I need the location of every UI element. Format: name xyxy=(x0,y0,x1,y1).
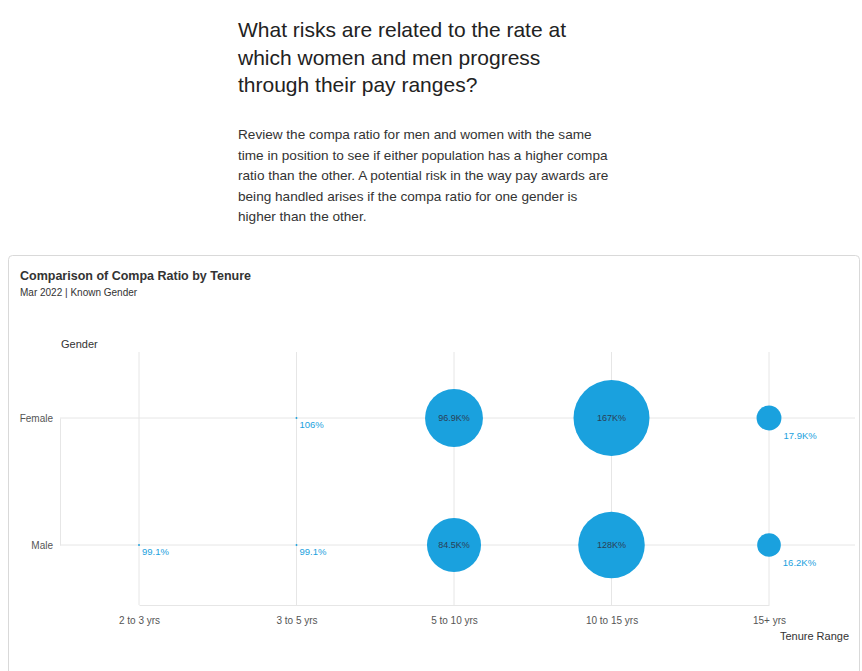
chart-subtitle: Mar 2022 | Known Gender xyxy=(20,287,138,298)
bubble xyxy=(296,417,298,419)
grid xyxy=(60,352,855,605)
x-tick: 3 to 5 yrs xyxy=(276,605,317,626)
y-axis: Female Male xyxy=(20,413,61,551)
grid-line-x xyxy=(769,352,770,605)
x-tick: 5 to 10 yrs xyxy=(431,605,478,626)
bubble xyxy=(296,544,298,546)
page: {"page": {"heading": ["What risks are re… xyxy=(0,0,862,671)
heading-line: which women and men progress xyxy=(238,44,566,72)
heading: What risks are related to the rate atwhi… xyxy=(238,16,566,99)
description-line: ratio than the other. A potential risk i… xyxy=(238,166,608,187)
x-tick-label: 5 to 10 yrs xyxy=(431,615,478,626)
chart: Comparison of Compa Ratio by Tenure Mar 2… xyxy=(0,0,862,671)
bubble xyxy=(757,406,782,431)
data-label: 99.1% xyxy=(142,546,169,557)
description-line: Review the compa ratio for men and women… xyxy=(238,125,608,146)
x-tick-label: 10 to 15 yrs xyxy=(586,615,638,626)
x-tick: 2 to 3 yrs xyxy=(119,605,160,626)
bubble xyxy=(578,512,645,579)
bubble xyxy=(138,544,140,546)
x-tick-label: 2 to 3 yrs xyxy=(119,615,160,626)
bubble xyxy=(757,533,781,557)
x-axis: 2 to 3 yrs 3 to 5 yrs 5 to 10 yrs 10 to 15 … xyxy=(119,605,786,626)
grid-line-x xyxy=(296,352,297,605)
y-tick-label: Female xyxy=(20,413,54,424)
x-tick: 15+ yrs xyxy=(753,605,786,626)
bubbles xyxy=(138,380,781,578)
card xyxy=(9,256,860,671)
data-label: 96.9K% xyxy=(438,413,470,423)
data-label: 167K% xyxy=(597,413,626,423)
heading-line: What risks are related to the rate at xyxy=(238,16,566,44)
data-labels: 106% 96.9K% 167K% 17.9K% 99.1% 99.1% 84.5K% 128… xyxy=(142,413,817,568)
data-label: 17.9K% xyxy=(783,430,817,441)
bubble xyxy=(425,389,483,447)
description-line: being handled arises if the compa ratio … xyxy=(238,187,608,208)
y-tick: Female xyxy=(20,413,60,424)
x-tick-label: 3 to 5 yrs xyxy=(276,615,317,626)
bubble xyxy=(427,518,481,572)
description: Review the compa ratio for men and women… xyxy=(238,125,608,228)
heading-line: through their pay ranges? xyxy=(238,71,566,99)
x-axis-title: Tenure Range xyxy=(780,630,849,642)
grid-line-x xyxy=(139,352,140,605)
description-line: time in position to see if either popula… xyxy=(238,146,608,167)
chart-title: Comparison of Compa Ratio by Tenure xyxy=(20,269,251,283)
y-tick-label: Male xyxy=(31,540,53,551)
data-label: 16.2K% xyxy=(783,557,817,568)
y-axis-line xyxy=(60,419,61,546)
data-label: 99.1% xyxy=(299,546,326,557)
x-tick: 10 to 15 yrs xyxy=(586,605,638,626)
x-axis-line xyxy=(140,605,770,606)
y-tick: Male xyxy=(31,540,60,551)
x-tick-label: 15+ yrs xyxy=(753,615,786,626)
bubble xyxy=(574,380,650,456)
y-axis-title: Gender xyxy=(61,338,98,350)
data-label: 128K% xyxy=(597,540,626,550)
description-line: higher than the other. xyxy=(238,207,608,228)
data-label: 106% xyxy=(299,419,324,430)
data-label: 84.5K% xyxy=(438,540,470,550)
